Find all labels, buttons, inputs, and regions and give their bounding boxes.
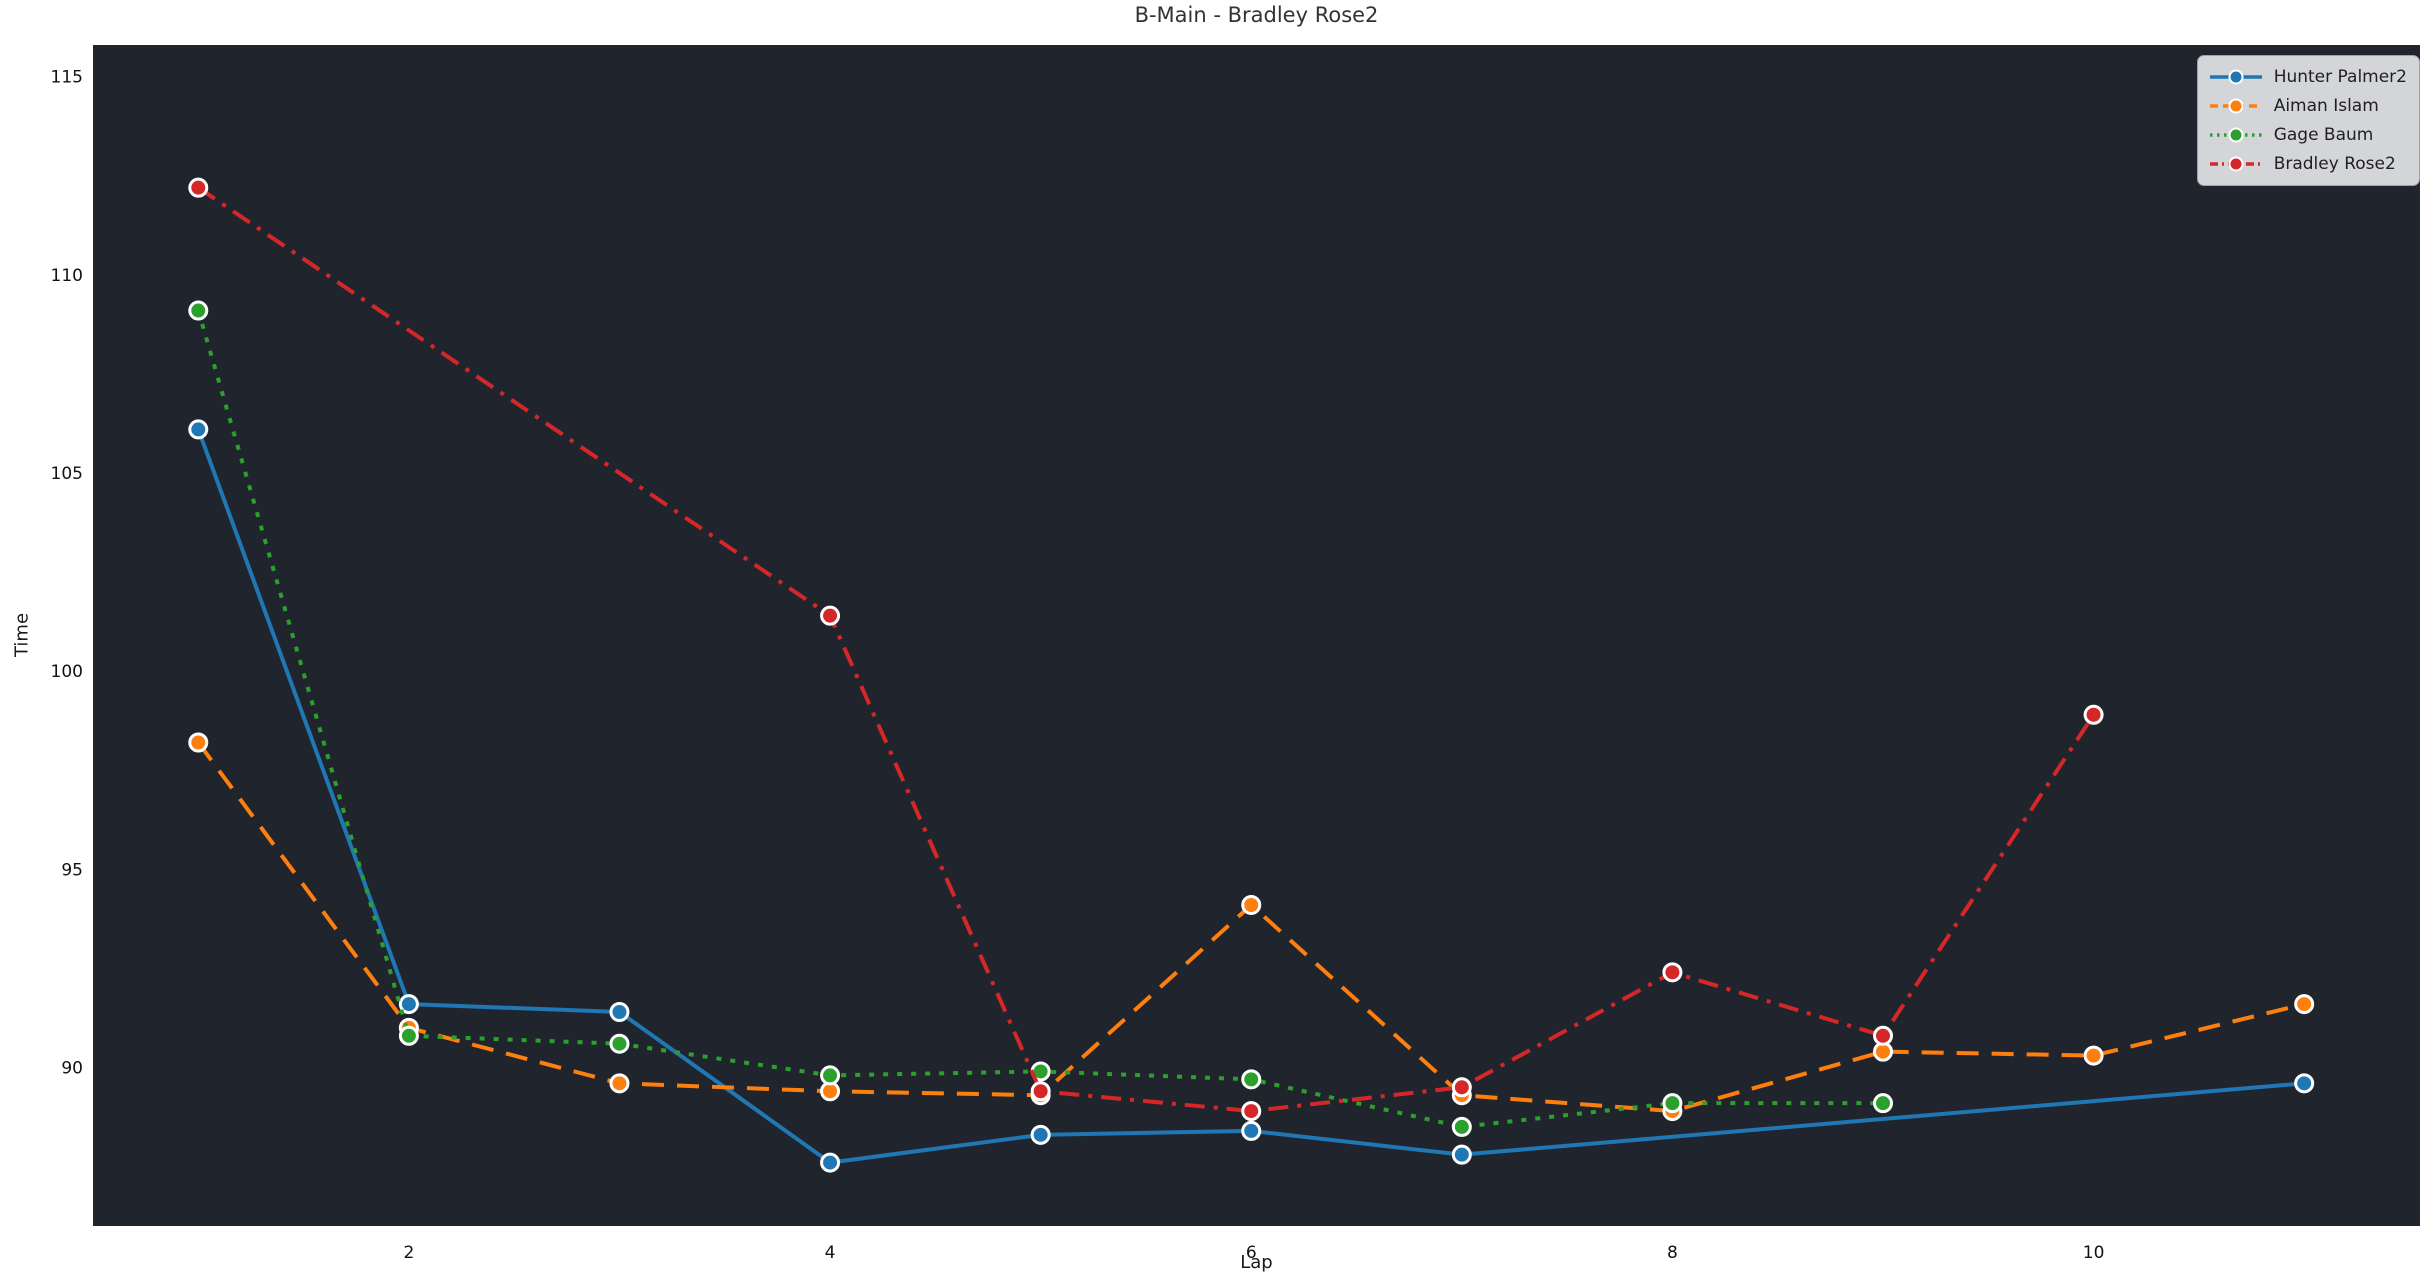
data-point	[2294, 1073, 2315, 1094]
data-point	[820, 1065, 841, 1086]
data-point	[1451, 1144, 1472, 1165]
data-point	[1030, 1124, 1051, 1145]
data-point	[820, 1152, 841, 1173]
data-point	[820, 605, 841, 626]
x-tick-label: 2	[403, 1243, 414, 1263]
data-point	[609, 1033, 630, 1054]
data-point	[1451, 1077, 1472, 1098]
data-point	[2083, 1045, 2104, 1066]
legend-marker	[2228, 69, 2244, 85]
data-point	[398, 994, 419, 1015]
x-tick-label: 6	[1246, 1243, 1257, 1263]
data-point	[2083, 704, 2104, 725]
data-point	[1241, 1101, 1262, 1122]
x-tick-label: 8	[1667, 1243, 1678, 1263]
y-axis-label: Time	[11, 612, 33, 658]
data-point	[1662, 1093, 1683, 1114]
series-line-hunter-palmer2	[196, 428, 2305, 1165]
y-tick-label: 95	[61, 860, 83, 880]
legend-line-sample	[2209, 69, 2262, 85]
data-point	[1873, 1093, 1893, 1114]
y-tick-label: 100	[51, 662, 83, 682]
legend-entry: Aiman Islam	[2208, 93, 2407, 119]
legend-entry: Bradley Rose2	[2208, 151, 2407, 177]
legend-label: Aiman Islam	[2273, 96, 2379, 116]
data-point	[398, 1025, 419, 1046]
legend-label: Hunter Palmer2	[2273, 67, 2407, 87]
data-point	[1241, 1120, 1262, 1141]
y-tick-label: 110	[51, 266, 83, 286]
x-tick-label: 4	[825, 1243, 836, 1263]
data-point	[609, 1073, 630, 1094]
legend-marker	[2228, 98, 2244, 114]
y-tick-label: 90	[61, 1058, 83, 1078]
series-line-bradley-rose2	[197, 186, 2096, 1114]
legend-entry: Hunter Palmer2	[2208, 64, 2407, 90]
legend-line-sample	[2209, 127, 2262, 143]
y-tick-label: 105	[51, 464, 83, 484]
x-axis-label: Lap	[1240, 1252, 1273, 1273]
legend-label: Gage Baum	[2273, 125, 2374, 145]
axes-background	[93, 45, 2420, 1226]
legend-label: Bradley Rose2	[2273, 154, 2396, 174]
legend-entry: Gage Baum	[2208, 122, 2407, 148]
legend: Hunter Palmer2 Aiman Islam Gage Baum Bradle…	[2196, 55, 2420, 186]
legend-marker	[2228, 127, 2244, 143]
legend-line-sample	[2209, 98, 2262, 114]
data-point	[1873, 1025, 1893, 1046]
legend-line-sample	[2209, 156, 2262, 172]
x-tick-label: 10	[2083, 1243, 2105, 1263]
data-point	[188, 732, 209, 753]
data-point	[188, 177, 209, 198]
data-point	[2294, 994, 2315, 1015]
legend-marker	[2228, 156, 2244, 172]
data-point	[1241, 1069, 1262, 1090]
data-point	[1241, 894, 1262, 915]
data-point	[1451, 1116, 1472, 1137]
data-point	[188, 300, 209, 321]
data-point	[188, 419, 209, 440]
data-point	[1030, 1081, 1051, 1102]
data-point	[1662, 962, 1683, 983]
y-tick-label: 115	[51, 68, 83, 88]
data-point	[609, 1001, 630, 1022]
chart-title: B-Main - Bradley Rose2	[1134, 3, 1379, 27]
